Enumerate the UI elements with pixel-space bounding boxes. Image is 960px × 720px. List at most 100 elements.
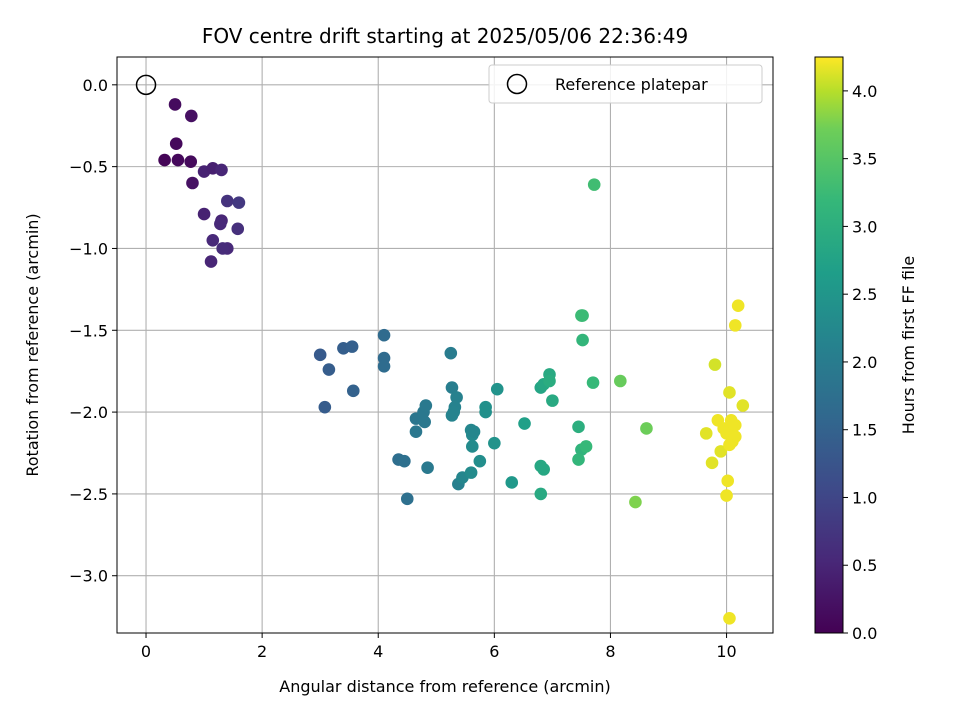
data-point xyxy=(450,391,463,404)
data-point xyxy=(546,394,559,407)
reference-point xyxy=(135,74,157,96)
data-point xyxy=(377,359,391,373)
data-point xyxy=(197,207,211,221)
x-tick-label: 2 xyxy=(257,642,267,661)
data-point xyxy=(579,440,593,453)
y-tick-label: −3.0 xyxy=(69,567,108,586)
colorbar-ticks: 0.0 0.5 1.0 1.5 2.0 2.5 3.0 3.5 4.0 xyxy=(843,82,877,643)
data-point xyxy=(419,399,433,412)
data-point xyxy=(572,453,585,466)
data-point xyxy=(587,178,601,191)
colorbar-tick-label: 4.0 xyxy=(852,82,877,101)
data-point xyxy=(720,489,733,502)
y-tick-label: −2.5 xyxy=(69,485,108,504)
y-tick-label: 0.0 xyxy=(83,76,108,95)
data-point xyxy=(543,374,556,388)
data-point xyxy=(158,153,171,167)
colorbar-tick-label: 2.0 xyxy=(852,353,877,372)
data-point xyxy=(204,255,218,268)
data-point xyxy=(216,242,229,255)
colorbar-tick-label: 3.0 xyxy=(852,217,877,236)
data-point xyxy=(464,466,478,479)
data-point xyxy=(221,194,234,208)
data-point xyxy=(723,386,736,399)
data-point xyxy=(728,319,742,332)
data-point xyxy=(400,492,414,506)
data-point xyxy=(322,363,336,376)
x-tick-label: 6 xyxy=(489,642,499,661)
data-point xyxy=(724,413,738,427)
y-tick-label: −0.5 xyxy=(69,158,108,177)
data-point xyxy=(409,425,423,439)
data-point xyxy=(345,340,359,353)
data-point xyxy=(721,474,735,488)
colorbar-tick-label: 1.0 xyxy=(852,488,877,507)
legend-marker-icon xyxy=(506,73,528,95)
data-point xyxy=(377,328,391,342)
colorbar-tick-label: 0.5 xyxy=(852,556,877,575)
x-tick-label: 0 xyxy=(141,642,151,661)
data-point xyxy=(705,456,719,470)
data-point xyxy=(723,438,736,452)
data-point xyxy=(534,487,548,501)
data-point xyxy=(699,427,713,440)
data-point xyxy=(418,415,431,429)
data-point xyxy=(714,445,728,458)
data-point xyxy=(206,233,220,247)
data-point xyxy=(465,440,479,453)
y-tick-label: −1.0 xyxy=(69,239,108,258)
data-point xyxy=(736,399,750,412)
colorbar-tick-label: 2.5 xyxy=(852,285,877,304)
legend-entry: Reference platepar xyxy=(555,75,708,94)
data-point xyxy=(572,420,585,434)
data-point xyxy=(629,495,642,509)
data-point xyxy=(313,348,327,362)
data-point xyxy=(614,374,627,388)
data-point xyxy=(214,217,227,231)
data-point xyxy=(184,155,198,169)
data-point xyxy=(171,153,185,167)
data-point xyxy=(169,137,183,151)
y-tick-label: −1.5 xyxy=(69,321,108,340)
data-point xyxy=(723,611,736,625)
data-point xyxy=(505,476,519,489)
colorbar-label: Hours from first FF file xyxy=(899,256,918,435)
data-point xyxy=(576,333,589,347)
data-point xyxy=(186,176,199,190)
plot-frame xyxy=(116,56,774,634)
colorbar-tick-label: 3.5 xyxy=(852,150,877,169)
y-tick-label: −2.0 xyxy=(69,403,108,422)
data-point xyxy=(445,381,459,394)
x-axis-ticks: 0 2 4 6 8 10 xyxy=(141,633,737,661)
data-point xyxy=(490,382,504,396)
grid xyxy=(117,57,773,633)
colorbar-tick-label: 0.0 xyxy=(852,624,877,643)
data-point xyxy=(318,400,332,414)
colorbar-tick-label: 1.5 xyxy=(852,421,877,440)
colorbar: 0.0 0.5 1.0 1.5 2.0 2.5 3.0 3.5 4.0 Hours from f… xyxy=(814,56,918,643)
data-point xyxy=(346,384,360,398)
data-point xyxy=(708,358,722,371)
data-point xyxy=(731,299,745,313)
data-point xyxy=(444,346,458,360)
colorbar-frame xyxy=(814,56,844,634)
reference-marker xyxy=(135,74,157,96)
chart-title: FOV centre drift starting at 2025/05/06 … xyxy=(202,24,688,48)
x-tick-label: 10 xyxy=(716,642,736,661)
data-point xyxy=(488,436,501,450)
colorbar-gradient xyxy=(815,57,843,633)
data-point xyxy=(215,163,228,177)
data-point xyxy=(473,454,487,468)
data-point xyxy=(537,463,550,476)
data-point xyxy=(185,109,198,123)
data-point xyxy=(479,405,492,419)
data-point xyxy=(231,222,245,236)
legend-box xyxy=(488,64,763,104)
legend: Reference platepar xyxy=(488,64,763,104)
data-point xyxy=(421,461,434,475)
data-point xyxy=(586,376,600,389)
data-point xyxy=(640,422,653,435)
data-point xyxy=(398,454,411,468)
x-tick-label: 8 xyxy=(605,642,615,661)
